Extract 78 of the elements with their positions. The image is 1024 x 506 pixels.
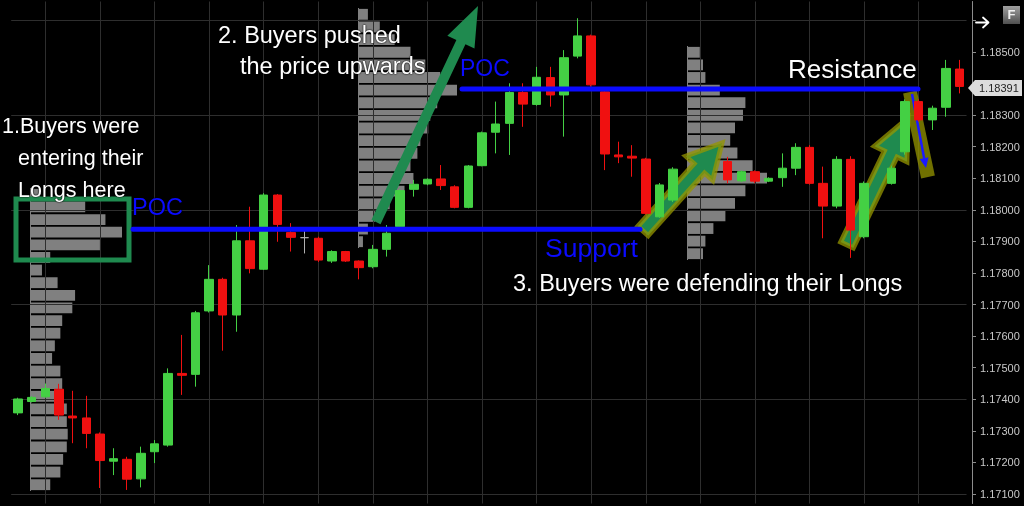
candlestick — [300, 229, 309, 254]
candlestick — [368, 244, 378, 269]
candlestick — [832, 155, 842, 209]
candlestick — [450, 184, 459, 209]
candlestick — [409, 179, 419, 198]
candlestick — [423, 177, 432, 186]
candlestick — [232, 224, 241, 333]
candlestick — [464, 164, 473, 209]
candlestick — [82, 395, 91, 449]
candlestick — [750, 169, 760, 184]
candlestick — [805, 144, 814, 186]
y-tick-label: 1.18000 — [980, 203, 1020, 216]
candlestick — [259, 192, 268, 271]
candlestick — [382, 224, 391, 258]
y-tick-label: 1.17400 — [980, 393, 1020, 406]
candlestick — [914, 98, 923, 122]
candlestick — [900, 98, 910, 156]
y-tick-label: 1.17300 — [980, 424, 1020, 437]
y-tick-label: 1.17600 — [980, 330, 1020, 343]
y-tick-label: 1.17200 — [980, 456, 1020, 469]
y-tick-label: 1.18200 — [980, 140, 1020, 153]
candlestick — [122, 456, 132, 491]
candlestick — [327, 249, 337, 264]
toolbar-button: F — [1003, 6, 1020, 24]
y-tick-label: 1.17900 — [980, 235, 1020, 248]
candlestick — [354, 259, 364, 280]
candlestick — [778, 152, 787, 188]
candlestick — [846, 155, 855, 259]
candlestick — [818, 166, 828, 239]
candlestick — [191, 310, 200, 388]
annotation: Resistance — [788, 52, 917, 85]
candlestick — [341, 250, 350, 263]
candlestick — [573, 17, 582, 59]
candlestick — [163, 367, 173, 448]
candlestick — [791, 142, 801, 176]
candlestick — [109, 447, 118, 476]
candlestick — [655, 182, 664, 219]
candlestick — [586, 34, 596, 88]
candlestick — [941, 59, 951, 118]
y-tick-label: 1.17800 — [980, 267, 1020, 280]
candlestick — [505, 82, 514, 156]
candlestick — [286, 222, 296, 253]
candlestick — [477, 131, 487, 167]
candlestick — [177, 334, 187, 396]
candlestick — [436, 164, 446, 191]
y-tick-label: 1.17500 — [980, 361, 1020, 374]
candlestick — [314, 236, 323, 263]
y-tick-label: 1.18500 — [980, 46, 1020, 59]
text: 1.18391 — [975, 80, 1022, 96]
candlestick — [614, 141, 623, 164]
ref-line-label: POC — [460, 53, 510, 83]
candlestick — [27, 395, 36, 403]
candlestick — [245, 206, 255, 274]
candlestick — [955, 59, 964, 94]
candlestick — [95, 431, 105, 489]
y-tick-label: 1.18300 — [980, 109, 1020, 122]
candlestick — [887, 165, 896, 186]
candlestick — [928, 105, 937, 131]
candlestick — [627, 144, 637, 178]
annotation: Support — [545, 232, 638, 265]
annotation: 3. Buyers were defending their Longs — [513, 269, 903, 298]
candlestick — [218, 277, 227, 352]
candlestick — [600, 89, 610, 171]
candlestick — [136, 446, 146, 488]
candlestick — [150, 439, 159, 464]
candlestick — [668, 166, 678, 203]
candlestick — [859, 180, 869, 239]
candlestick — [204, 264, 214, 313]
y-tick-label: 1.18100 — [980, 172, 1020, 185]
candlestick — [68, 390, 77, 444]
candlestick — [737, 169, 746, 183]
candlestick — [13, 397, 23, 416]
y-tick-label: 1.17700 — [980, 298, 1020, 311]
y-tick-label: 1.17100 — [980, 488, 1020, 501]
candlestick — [273, 193, 282, 243]
candlestick — [518, 82, 528, 128]
candlestick — [491, 101, 500, 154]
candlestick — [641, 157, 651, 216]
